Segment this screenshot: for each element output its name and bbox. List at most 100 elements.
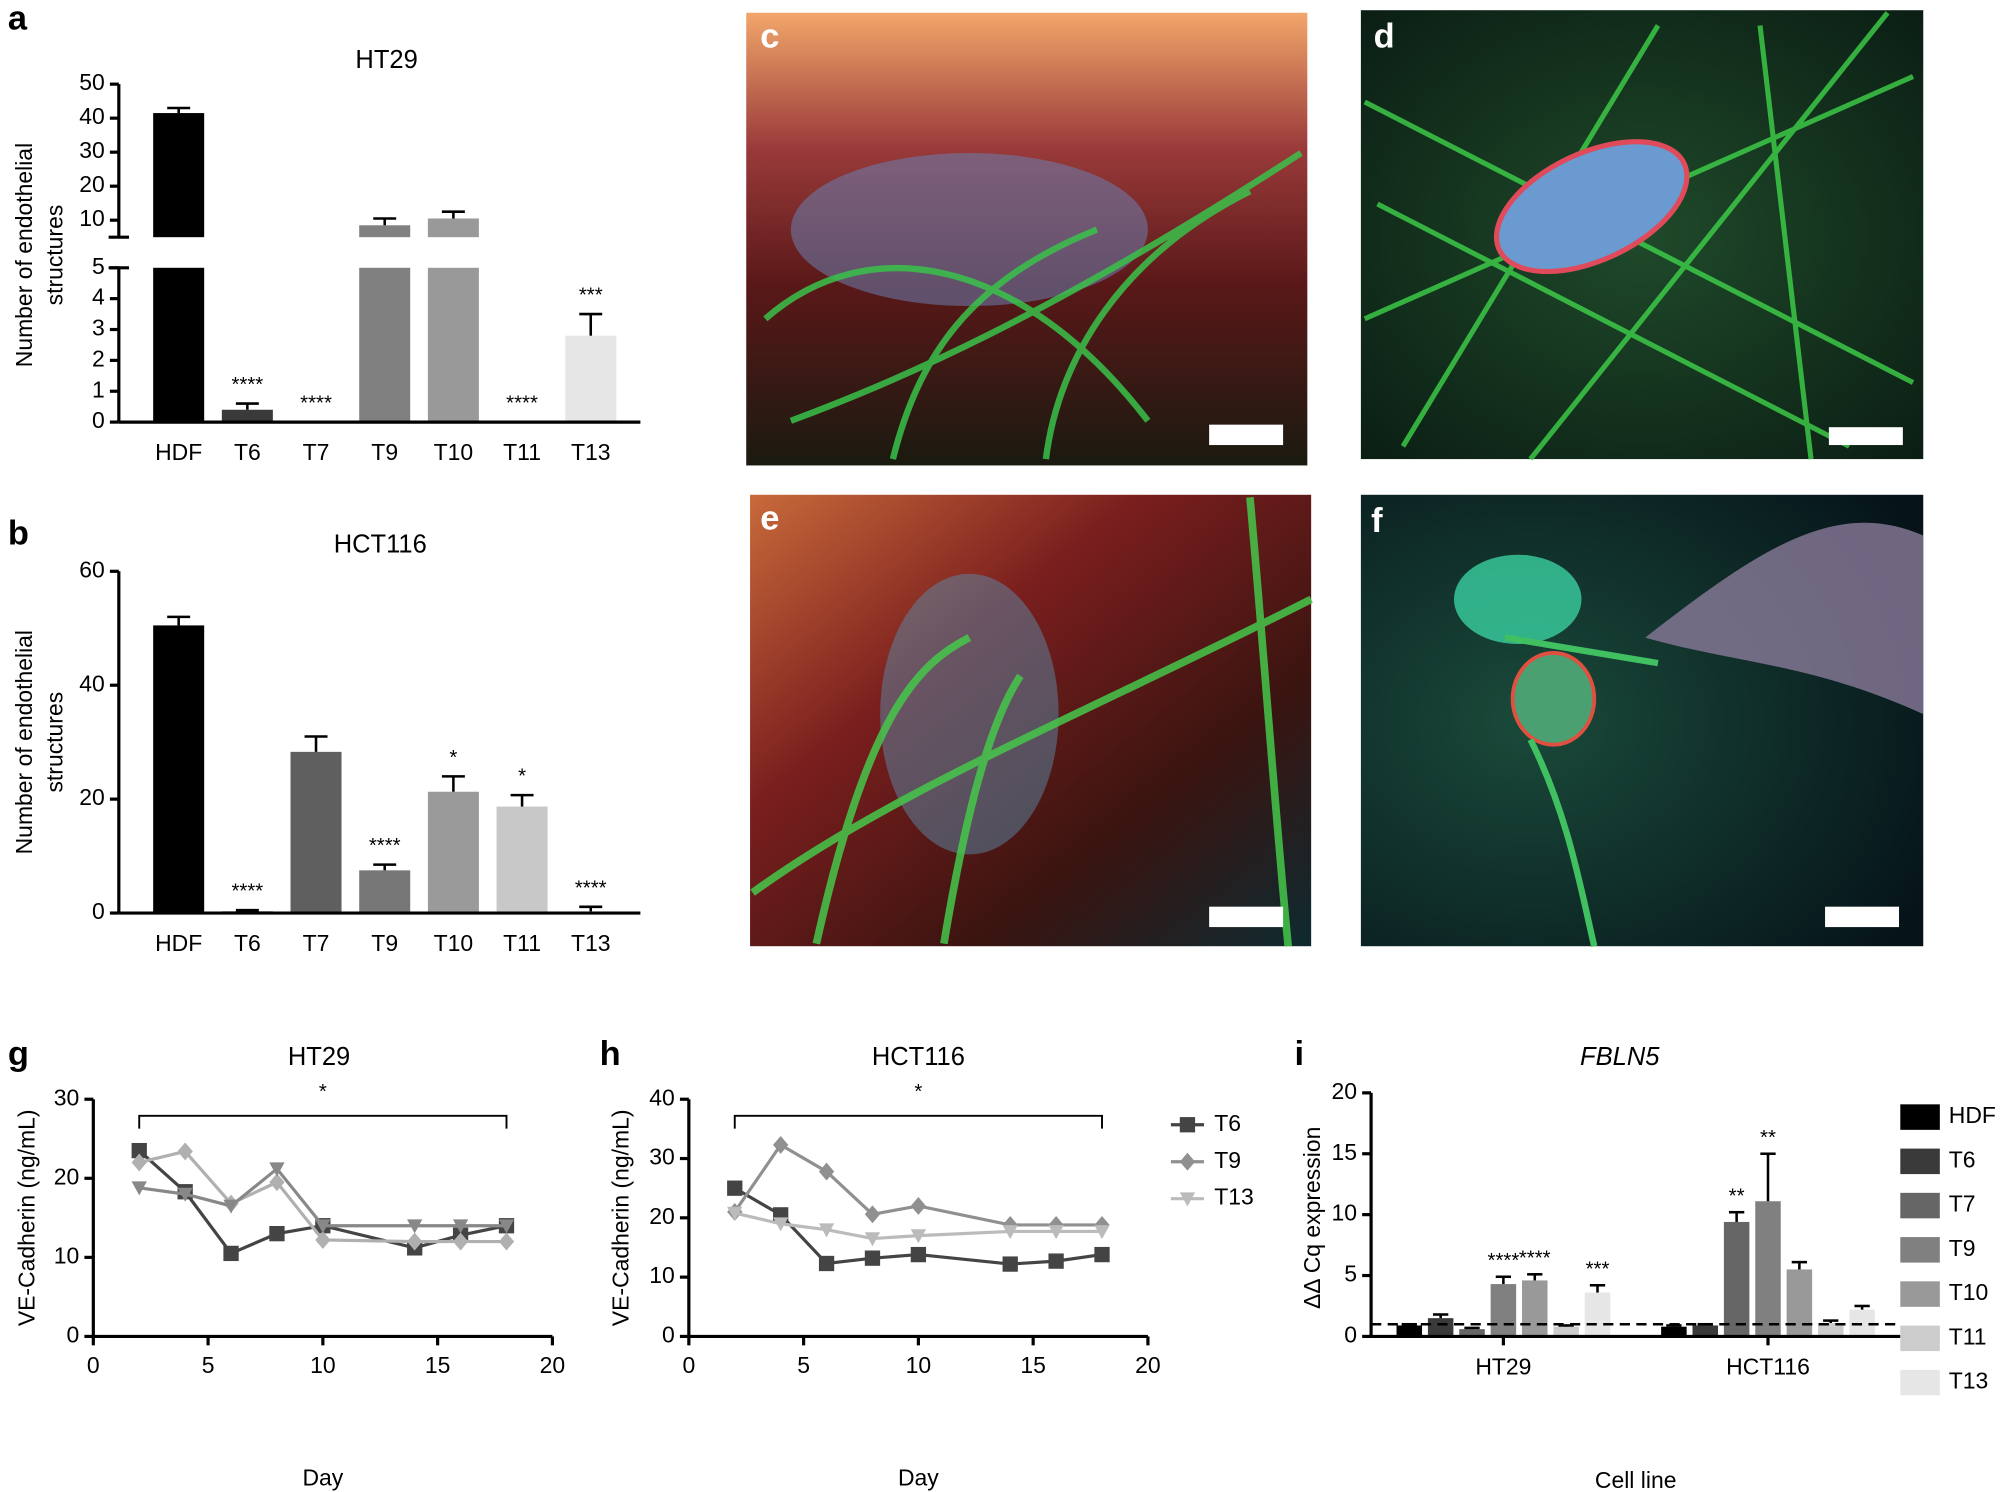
bar [427, 791, 479, 914]
y-tick-label: 40 [79, 103, 105, 129]
y-tick-label: 3 [92, 315, 105, 341]
marker [315, 1219, 331, 1234]
marker [818, 1223, 835, 1238]
series-line [733, 1142, 1103, 1227]
x-tick-label: 0 [682, 1352, 695, 1378]
marker [773, 1135, 789, 1154]
chart-title: HT29 [288, 1043, 350, 1071]
marker [269, 1225, 285, 1242]
bar [1396, 1325, 1423, 1337]
x-tick-label: T10 [434, 439, 474, 465]
legend-label: T10 [1949, 1279, 1989, 1305]
x-tick-label: T6 [234, 439, 261, 465]
legend-label: T13 [1949, 1368, 1989, 1394]
significance-bracket [138, 1114, 508, 1129]
legend-swatch [1900, 1192, 1940, 1219]
significance: *** [579, 285, 603, 307]
significance: **** [231, 374, 263, 396]
bar [153, 625, 205, 914]
marker [1094, 1225, 1110, 1240]
legend-swatch [1900, 1325, 1940, 1352]
panel-label: i [1295, 1035, 1305, 1073]
bar [153, 267, 205, 423]
x-tick-label: T13 [571, 439, 611, 465]
y-axis-label: VE-Cadherin (ng/mL) [608, 1109, 634, 1326]
significance: **** [575, 877, 607, 899]
marker [269, 1162, 285, 1177]
x-axis-label: Day [302, 1464, 343, 1490]
significance: *** [1586, 1258, 1610, 1280]
y-tick-label: 20 [79, 784, 105, 810]
legend-swatch [1900, 1281, 1940, 1307]
significance: **** [369, 835, 401, 857]
y-tick-label: 60 [79, 556, 105, 582]
x-tick-label: T9 [371, 930, 398, 956]
chart-title: HCT116 [334, 531, 427, 559]
y-tick-label: 0 [92, 898, 105, 924]
bar [153, 113, 205, 238]
significance: **** [506, 393, 538, 415]
y-tick-label: 0 [92, 407, 105, 433]
x-tick-label: T10 [434, 930, 474, 956]
x-tick-label: 15 [1020, 1352, 1046, 1378]
marker [727, 1180, 743, 1196]
panel-label: c [760, 17, 779, 55]
legend-label: T7 [1949, 1191, 1976, 1217]
marker [452, 1232, 469, 1251]
marker [452, 1219, 469, 1234]
x-tick-label: 10 [906, 1352, 932, 1378]
marker [910, 1197, 927, 1215]
x-tick-label: 0 [87, 1352, 100, 1378]
x-tick-label: T9 [371, 439, 398, 465]
significance: * [319, 1081, 327, 1103]
chart-title: FBLN5 [1580, 1043, 1660, 1071]
y-tick-label: 30 [649, 1144, 675, 1170]
marker [498, 1219, 515, 1234]
x-tick-label: HDF [155, 930, 202, 956]
panel-label: d [1374, 17, 1395, 55]
bar [359, 225, 411, 238]
marker [727, 1206, 743, 1221]
legend-label: T6 [1949, 1146, 1976, 1172]
marker [1002, 1256, 1018, 1272]
bar [1427, 1318, 1454, 1337]
x-axis-label: Cell line [1595, 1467, 1677, 1492]
marker [818, 1162, 835, 1181]
bar [1723, 1221, 1750, 1337]
y-tick-label: 20 [649, 1203, 675, 1229]
legend-marker [1179, 1117, 1196, 1133]
x-tick-label: T6 [234, 930, 261, 956]
significance: ** [1760, 1127, 1776, 1149]
x-tick-label: T7 [303, 439, 330, 465]
bar [1755, 1201, 1781, 1337]
y-tick-label: 15 [1332, 1139, 1358, 1165]
significance: * [914, 1081, 922, 1103]
marker [1094, 1246, 1110, 1263]
bar [359, 870, 411, 914]
image-e [750, 494, 1313, 947]
legend-swatch [1900, 1237, 1940, 1263]
panel-label: g [8, 1035, 29, 1073]
marker [910, 1229, 927, 1244]
x-tick-label: HT29 [1475, 1353, 1531, 1379]
significance: * [518, 766, 526, 788]
marker [177, 1187, 193, 1202]
marker [177, 1142, 193, 1161]
bar [290, 751, 342, 914]
bar [221, 409, 273, 423]
marker [773, 1217, 789, 1232]
marker [131, 1181, 147, 1196]
legend-label: HDF [1949, 1102, 1996, 1128]
series-line [139, 1166, 507, 1228]
y-axis-label: VE-Cadherin (ng/mL) [13, 1109, 39, 1326]
marker [131, 1142, 147, 1159]
y-axis-label: structures [41, 692, 67, 793]
y-tick-label: 20 [1332, 1078, 1358, 1104]
marker [818, 1255, 835, 1272]
marker [498, 1232, 515, 1251]
chart-title: HT29 [355, 46, 417, 74]
image-d [1360, 10, 1924, 461]
bar [427, 267, 479, 423]
marker [864, 1250, 881, 1266]
